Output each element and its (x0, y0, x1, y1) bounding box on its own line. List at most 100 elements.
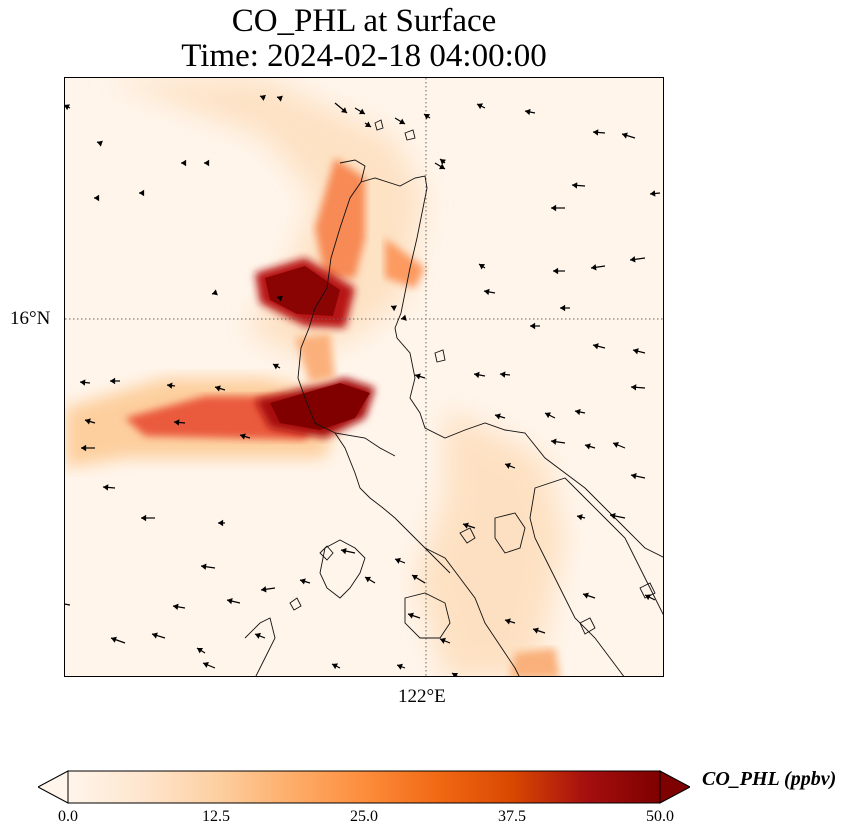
map-svg (65, 78, 663, 676)
colorbar-label: CO_PHL (ppbv) (702, 768, 837, 790)
colorbar-tick-label: 25.0 (350, 808, 378, 825)
wind-arrow-head (174, 419, 180, 426)
colorbar-svg (36, 770, 692, 804)
northeast-arm (385, 238, 425, 288)
small-islands-6 (404, 129, 416, 141)
wind-arrow-head (553, 267, 559, 275)
colorbar-tick-label: 12.5 (202, 808, 230, 825)
colorbar-tick-label: 37.5 (498, 808, 526, 825)
wind-arrow-head (152, 632, 158, 639)
wind-arrow-head (477, 103, 484, 110)
wind-arrow-head (401, 314, 407, 321)
panay (404, 592, 451, 639)
colorbar-extend-low (36, 770, 69, 804)
south-connector (295, 333, 335, 383)
lon-tick-label: 122°E (398, 686, 446, 707)
wind-arrow-head (81, 444, 87, 452)
wind-arrow-head (463, 522, 469, 529)
wind-arrow-head (218, 519, 224, 527)
north-arm (315, 158, 365, 278)
wind-arrow-head (585, 443, 591, 450)
wind-arrow-head (577, 514, 583, 521)
luzon-coast-west (297, 159, 396, 457)
wind-arrow-head (173, 603, 179, 610)
wind-arrow-head (593, 343, 599, 350)
small-islands-3 (579, 617, 596, 635)
small-islands-1 (319, 545, 334, 561)
wind-arrow-head (103, 484, 109, 491)
wind-arrow-head (365, 576, 372, 583)
wind-arrow-head (261, 586, 267, 593)
wind-arrow-head (415, 373, 421, 380)
wind-arrow-head (197, 648, 204, 654)
wind-arrow-head (277, 295, 283, 302)
visayas-north (424, 547, 520, 676)
luzon-coast-east (360, 175, 663, 558)
wind-arrow-head (358, 108, 365, 115)
wind-arrow-head (613, 442, 619, 448)
wind-arrow-head (141, 514, 147, 522)
wind-arrow-head (545, 412, 552, 419)
colorbar-extend-high (659, 770, 692, 804)
wind-arrow-head (277, 95, 283, 102)
wind-arrow-head (204, 159, 210, 167)
wind-arrow-head (495, 413, 501, 420)
wind-arrow-head (94, 194, 100, 202)
wind-arrow-head (273, 363, 280, 370)
wind-arrow-head (260, 94, 266, 101)
wind-arrow-head (341, 107, 347, 113)
small-islands-7 (434, 349, 446, 363)
wind-arrow-head (240, 433, 246, 440)
wind-arrow-head (631, 384, 637, 391)
wind-arrow-head (364, 121, 371, 127)
wind-arrow-head (525, 108, 531, 116)
colorbar-body (67, 770, 661, 804)
north-haze (105, 78, 425, 358)
small-islands-5 (374, 119, 384, 131)
wind-arrow-head (575, 408, 581, 416)
wind-arrow-head (551, 204, 557, 212)
map-panel (64, 77, 664, 677)
title-line-2: Time: 2024-02-18 04:00:00 (181, 38, 547, 74)
wind-arrow-head (551, 438, 557, 445)
wind-arrow-head (201, 563, 207, 570)
wind-arrow-head (65, 104, 71, 111)
wind-arrow-head (255, 632, 261, 639)
colorbar-tick-label: 0.0 (58, 808, 78, 825)
wind-arrow-head (500, 371, 506, 378)
wind-arrow-head (212, 289, 218, 296)
wind-arrow-head (572, 182, 578, 189)
palawan-tip (244, 617, 276, 676)
sw-bright-patch (510, 648, 560, 676)
wind-arrow-head (484, 288, 490, 296)
wind-arrow-head (215, 385, 221, 392)
wind-arrow-head (452, 673, 459, 676)
small-islands-2 (459, 527, 476, 544)
wind-arrow-head (424, 114, 431, 120)
wind-arrow-head (631, 472, 637, 480)
wind-arrow-head (630, 256, 636, 263)
wind-arrow-head (97, 140, 103, 147)
wind-arrow-head (167, 382, 173, 389)
wind-arrow-head (203, 662, 209, 668)
wind-arrow-head (111, 636, 117, 643)
wind-arrow-head (408, 612, 414, 619)
wind-arrow-head (300, 578, 306, 585)
wind-arrow-head (645, 594, 652, 601)
wind-arrow-head (397, 663, 403, 670)
wind-arrow-head (398, 118, 405, 125)
wind-arrow-head (593, 129, 599, 136)
small-islands-8 (289, 597, 302, 611)
colorbar (36, 770, 692, 804)
wind-arrow-head (85, 418, 91, 425)
wind-arrow-head (650, 190, 656, 197)
wind-arrow-head (633, 348, 639, 355)
wind-arrow-head (438, 163, 445, 170)
masbate (494, 512, 526, 554)
wind-arrow-head (440, 159, 446, 165)
wind-arrow-head (391, 305, 398, 312)
wind-arrow-head (533, 627, 539, 634)
wind-arrow-head (474, 371, 480, 379)
gridlines (65, 78, 663, 676)
wind-arrow-head (395, 557, 401, 564)
